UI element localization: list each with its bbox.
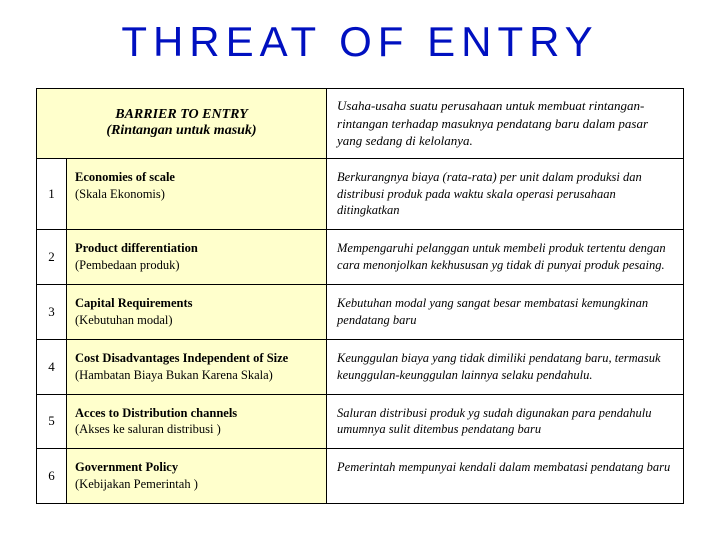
row-number: 5: [37, 394, 67, 449]
header-left-line2: (Rintangan untuk masuk): [106, 123, 256, 138]
table-row: 1 Economies of scale (Skala Ekonomis) Berku…: [37, 158, 684, 230]
barrier-name-cell: Product differentiation (Pembedaan produk…: [67, 230, 327, 285]
table-header-row: BARRIER TO ENTRY (Rintangan untuk masuk)…: [37, 89, 684, 159]
barrier-name-cell: Government Policy (Kebijakan Pemerintah ): [67, 449, 327, 504]
barrier-subtitle: (Kebutuhan modal): [75, 313, 173, 327]
table-row: 3 Capital Requirements (Kebutuhan modal) Ke…: [37, 285, 684, 340]
barrier-description: Mempengaruhi pelanggan untuk membeli pro…: [327, 230, 684, 285]
table-row: 6 Government Policy (Kebijakan Pemerintah …: [37, 449, 684, 504]
table-row: 2 Product differentiation (Pembedaan produ…: [37, 230, 684, 285]
header-left-line1: BARRIER TO ENTRY: [115, 107, 248, 122]
row-number: 1: [37, 158, 67, 230]
barrier-name: Economies of scale: [75, 170, 175, 184]
barrier-description: Berkurangnya biaya (rata-rata) per unit …: [327, 158, 684, 230]
barrier-description: Pemerintah mempunyai kendali dalam memba…: [327, 449, 684, 504]
barrier-name: Product differentiation: [75, 241, 198, 255]
barrier-name-cell: Capital Requirements (Kebutuhan modal): [67, 285, 327, 340]
barrier-subtitle: (Hambatan Biaya Bukan Karena Skala): [75, 368, 273, 382]
row-number: 6: [37, 449, 67, 504]
barrier-name: Government Policy: [75, 460, 178, 474]
page-title: THREAT OF ENTRY: [36, 18, 684, 66]
barrier-name: Acces to Distribution channels: [75, 406, 237, 420]
header-right-cell: Usaha-usaha suatu perusahaan untuk membu…: [327, 89, 684, 159]
barrier-name: Capital Requirements: [75, 296, 192, 310]
barrier-name-cell: Cost Disadvantages Independent of Size (H…: [67, 339, 327, 394]
barrier-subtitle: (Kebijakan Pemerintah ): [75, 477, 198, 491]
header-left-cell: BARRIER TO ENTRY (Rintangan untuk masuk): [37, 89, 327, 159]
barrier-subtitle: (Pembedaan produk): [75, 258, 179, 272]
barrier-description: Saluran distribusi produk yg sudah digun…: [327, 394, 684, 449]
barrier-name-cell: Acces to Distribution channels (Akses ke …: [67, 394, 327, 449]
barrier-subtitle: (Skala Ekonomis): [75, 187, 165, 201]
row-number: 4: [37, 339, 67, 394]
barrier-description: Kebutuhan modal yang sangat besar membat…: [327, 285, 684, 340]
row-number: 3: [37, 285, 67, 340]
barrier-table: BARRIER TO ENTRY (Rintangan untuk masuk)…: [36, 88, 684, 504]
barrier-subtitle: (Akses ke saluran distribusi ): [75, 422, 221, 436]
barrier-name: Cost Disadvantages Independent of Size: [75, 351, 288, 365]
row-number: 2: [37, 230, 67, 285]
table-row: 4 Cost Disadvantages Independent of Size (…: [37, 339, 684, 394]
table-row: 5 Acces to Distribution channels (Akses ke…: [37, 394, 684, 449]
barrier-description: Keunggulan biaya yang tidak dimiliki pen…: [327, 339, 684, 394]
barrier-name-cell: Economies of scale (Skala Ekonomis): [67, 158, 327, 230]
